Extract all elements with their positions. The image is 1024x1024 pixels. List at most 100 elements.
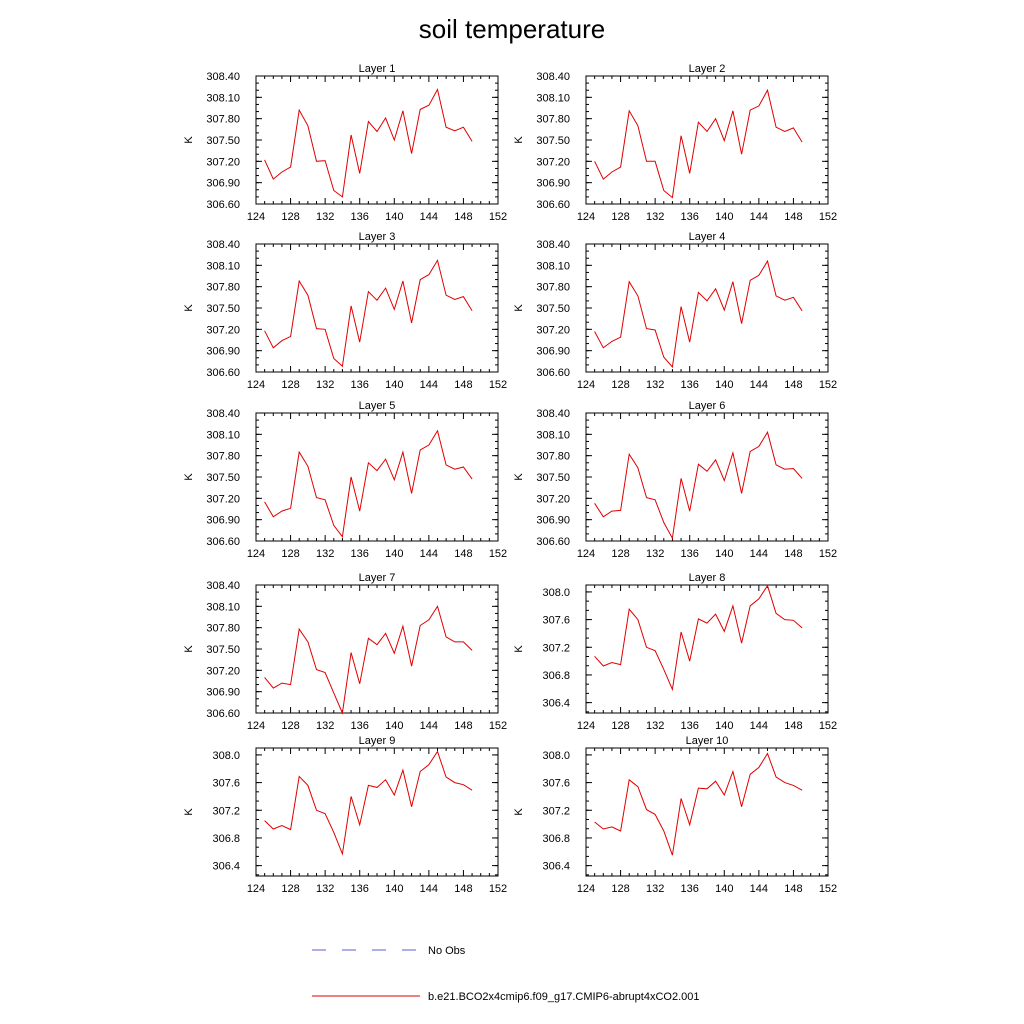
x-tick-label: 128 [611, 548, 629, 560]
x-tick-label: 132 [316, 548, 334, 560]
y-axis-label: K [513, 304, 525, 312]
x-tick-label: 136 [351, 720, 369, 732]
plot-frame [255, 243, 499, 373]
x-tick-label: 148 [454, 379, 472, 391]
y-tick-label: 308.10 [206, 92, 240, 104]
y-tick-label: 306.60 [206, 199, 240, 211]
y-tick-label: 307.20 [206, 665, 240, 677]
y-tick-label: 307.50 [206, 135, 240, 147]
y-tick-label: 307.2 [212, 805, 240, 817]
x-tick-label: 152 [489, 883, 507, 895]
y-tick-label: 306.60 [206, 367, 240, 379]
x-tick-label: 148 [454, 720, 472, 732]
panel-8: Layer 8 124 128 132 136 140 144 148 152 306.4 306.… [513, 572, 837, 732]
x-tick-label: 144 [750, 548, 768, 560]
y-axis-label: K [183, 304, 195, 312]
series-line [264, 429, 473, 538]
panel-title: Layer 3 [359, 231, 396, 243]
y-axis-label: K [183, 645, 195, 653]
panel-title: Layer 2 [689, 63, 726, 75]
plot-frame [585, 243, 829, 373]
y-tick-label: 306.90 [206, 687, 240, 699]
y-tick-label: 306.90 [536, 515, 570, 527]
y-axis-label: K [513, 473, 525, 481]
panel-title: Layer 1 [359, 63, 396, 75]
plot-frame [585, 584, 829, 714]
panel-title: Layer 6 [689, 400, 726, 412]
series-line [264, 88, 473, 198]
y-tick-label: 306.60 [206, 536, 240, 548]
y-tick-label: 307.50 [206, 644, 240, 656]
y-tick-label: 306.90 [536, 178, 570, 190]
x-tick-label: 144 [420, 883, 438, 895]
plot-frame [255, 412, 499, 542]
page-title: soil temperature [418, 14, 606, 44]
y-tick-label: 308.0 [212, 750, 240, 762]
x-tick-label: 140 [715, 379, 733, 391]
y-tick-label: 307.50 [536, 135, 570, 147]
y-axis-label: K [183, 473, 195, 481]
series-line [264, 259, 473, 368]
x-tick-label: 152 [489, 379, 507, 391]
x-tick-label: 132 [646, 720, 664, 732]
plot-frame [585, 75, 829, 205]
y-tick-label: 308.0 [542, 750, 570, 762]
plot-frame [585, 412, 829, 542]
series-line [594, 430, 803, 540]
x-tick-label: 124 [577, 548, 595, 560]
x-tick-label: 140 [385, 720, 403, 732]
x-tick-label: 152 [819, 211, 837, 223]
x-tick-label: 128 [611, 883, 629, 895]
y-tick-label: 306.90 [206, 515, 240, 527]
x-tick-label: 148 [454, 211, 472, 223]
y-tick-label: 306.60 [536, 367, 570, 379]
x-tick-label: 132 [316, 883, 334, 895]
x-tick-label: 144 [420, 548, 438, 560]
x-tick-label: 140 [715, 211, 733, 223]
y-tick-label: 306.8 [212, 833, 240, 845]
x-tick-label: 136 [351, 548, 369, 560]
y-tick-label: 308.40 [206, 71, 240, 83]
y-tick-label: 307.50 [206, 303, 240, 315]
y-tick-label: 306.4 [542, 698, 570, 710]
y-tick-label: 307.50 [536, 303, 570, 315]
x-tick-label: 128 [281, 883, 299, 895]
y-tick-label: 307.50 [206, 472, 240, 484]
panel-9: Layer 9 124 128 132 136 140 144 148 152 306.4 306.… [183, 735, 507, 895]
x-tick-label: 128 [281, 379, 299, 391]
y-axis-label: K [513, 645, 525, 653]
panel-7: Layer 7 124 128 132 136 140 144 148 152 306.60 306… [183, 572, 507, 732]
y-tick-label: 307.20 [536, 324, 570, 336]
x-tick-label: 152 [819, 720, 837, 732]
y-tick-label: 308.10 [206, 260, 240, 272]
y-tick-label: 306.90 [206, 346, 240, 358]
panel-5: Layer 5 124 128 132 136 140 144 148 152 306.60 306… [183, 400, 507, 560]
x-tick-label: 152 [489, 211, 507, 223]
y-tick-label: 308.10 [536, 429, 570, 441]
y-tick-label: 308.10 [206, 601, 240, 613]
x-tick-label: 148 [784, 211, 802, 223]
x-tick-label: 136 [351, 883, 369, 895]
x-tick-label: 136 [681, 211, 699, 223]
x-tick-label: 144 [420, 720, 438, 732]
x-tick-label: 152 [819, 548, 837, 560]
x-tick-label: 124 [577, 883, 595, 895]
x-tick-label: 144 [420, 211, 438, 223]
x-tick-label: 136 [681, 379, 699, 391]
y-axis-label: K [183, 136, 195, 144]
panel-title: Layer 5 [359, 400, 396, 412]
x-tick-label: 128 [281, 211, 299, 223]
panel-10: Layer 10 124 128 132 136 140 144 148 152 306.4 306… [513, 735, 837, 895]
y-tick-label: 307.2 [542, 805, 570, 817]
plot-frame [585, 747, 829, 877]
x-tick-label: 140 [385, 211, 403, 223]
y-tick-label: 307.80 [536, 114, 570, 126]
x-tick-label: 148 [454, 883, 472, 895]
x-tick-label: 152 [819, 379, 837, 391]
x-tick-label: 132 [316, 379, 334, 391]
panel-title: Layer 9 [359, 735, 396, 747]
panel-title: Layer 7 [359, 572, 396, 584]
x-tick-label: 140 [385, 379, 403, 391]
